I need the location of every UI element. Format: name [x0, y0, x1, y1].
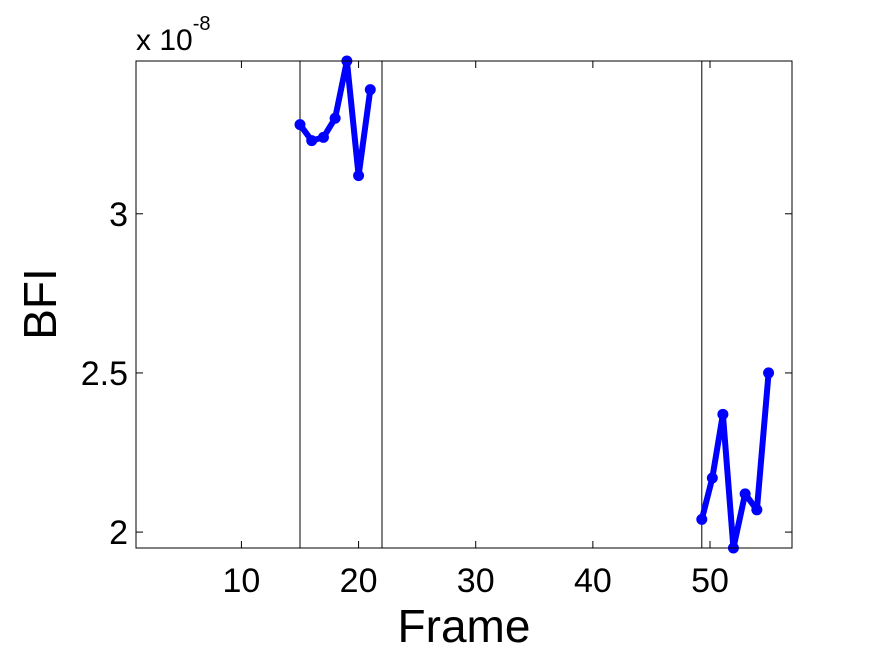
y-tick-label: 2.5	[81, 355, 128, 393]
data-point	[364, 84, 376, 96]
plot-area	[136, 61, 792, 548]
y-axis-title: BFI	[14, 268, 66, 340]
data-point	[306, 135, 318, 147]
x-tick-label: 20	[340, 562, 378, 600]
data-point	[706, 472, 718, 484]
plot-frame	[135, 60, 793, 549]
data-point	[763, 367, 775, 379]
data-point	[329, 112, 341, 124]
x-axis-title: Frame	[398, 600, 531, 652]
data-point	[717, 408, 729, 420]
x-tick-label: 30	[457, 562, 495, 600]
data-point	[739, 488, 751, 500]
data-point	[317, 131, 329, 143]
y-tick-label: 2	[109, 514, 128, 552]
y-tick-label: 3	[109, 196, 128, 234]
x-tick-label: 40	[574, 562, 612, 600]
data-point	[353, 170, 365, 182]
data-point	[751, 504, 763, 516]
x-tick-label: 50	[691, 562, 729, 600]
x-tick-label: 10	[223, 562, 261, 600]
y-exponent-label: x 10-8	[136, 13, 211, 57]
data-point	[294, 119, 306, 131]
data-point	[696, 513, 708, 525]
